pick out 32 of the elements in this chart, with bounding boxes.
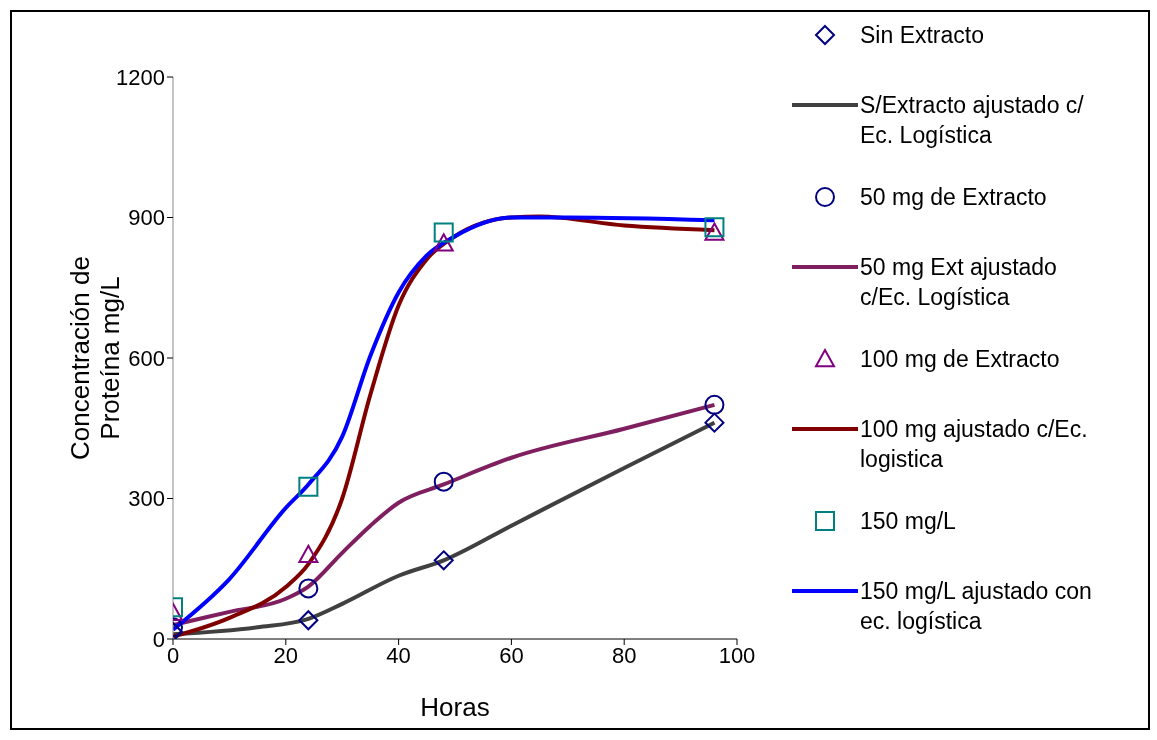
y-tick-label: 600 bbox=[128, 345, 165, 371]
x-tick-label: 20 bbox=[273, 642, 299, 668]
point bbox=[704, 394, 725, 415]
x-axis-title: Horas bbox=[419, 692, 491, 723]
x-tick-label: 100 bbox=[718, 642, 756, 668]
point bbox=[704, 412, 725, 433]
legend-label: 100 mg de Extracto bbox=[860, 345, 1061, 374]
point bbox=[298, 476, 319, 497]
legend-label: S/Extracto ajustado c/ Ec. Logística bbox=[860, 91, 1085, 150]
y-axis-title: Concentración de Proteína mg/L bbox=[65, 255, 125, 462]
legend-label: 100 mg ajustado c/Ec. logistica bbox=[860, 415, 1089, 474]
point bbox=[298, 578, 319, 599]
y-tick-label: 300 bbox=[128, 486, 165, 512]
point bbox=[298, 544, 319, 563]
y-tick-label: 0 bbox=[152, 626, 165, 652]
x-tick-label: 60 bbox=[499, 642, 524, 668]
y-tick-label: 1200 bbox=[116, 64, 165, 90]
point bbox=[704, 217, 725, 238]
x-tick-label: 80 bbox=[611, 642, 637, 668]
legend-label: Sin Extracto bbox=[860, 21, 985, 50]
legend-label: 50 mg de Extracto bbox=[860, 183, 1048, 212]
legend-label: 150 mg/L ajustado con ec. logística bbox=[860, 577, 1092, 636]
y-tick-label: 900 bbox=[128, 205, 165, 231]
point bbox=[433, 222, 454, 243]
point bbox=[704, 222, 725, 241]
point bbox=[433, 550, 454, 571]
legend-label: 150 mg/L bbox=[860, 507, 957, 536]
x-tick-label: 40 bbox=[386, 642, 411, 668]
legend-label: 50 mg Ext ajustado c/Ec. Logística bbox=[860, 253, 1058, 312]
point bbox=[433, 233, 454, 252]
point bbox=[433, 471, 454, 492]
point bbox=[298, 610, 319, 631]
